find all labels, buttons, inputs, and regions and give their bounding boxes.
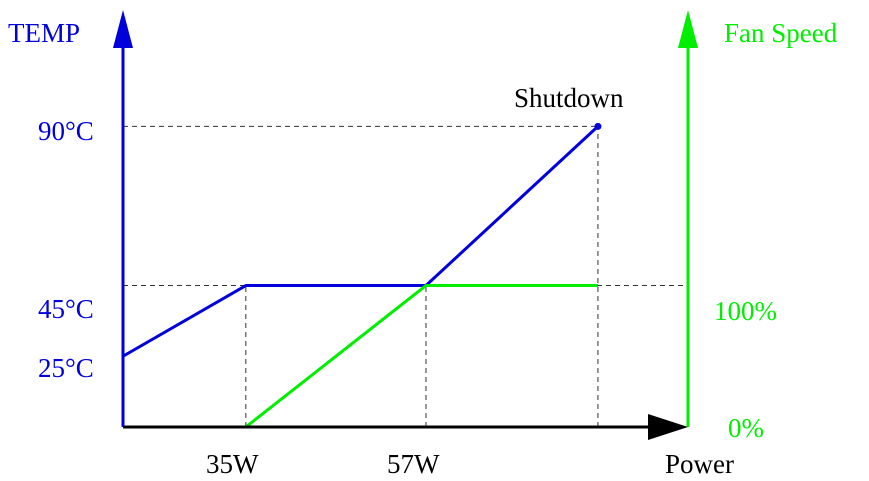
reference-lines	[123, 125, 688, 427]
right-axis-arrowhead	[678, 10, 698, 48]
x-axis-label: Power	[665, 449, 734, 479]
x-axis-arrowhead	[648, 414, 688, 440]
tick-label-100pct: 100%	[714, 296, 777, 326]
tick-label-25c: 25°C	[38, 353, 94, 383]
tick-label-90c: 90°C	[38, 116, 94, 146]
tick-label-57w: 57W	[387, 449, 440, 479]
shutdown-annotation: Shutdown	[514, 83, 624, 113]
temp-point-3	[594, 122, 602, 130]
temp-series-line	[122, 125, 599, 358]
y-left-axis-label: TEMP	[8, 18, 80, 48]
fan-speed-series-line	[244, 284, 598, 429]
y-right-axis-label: Fan Speed	[724, 18, 838, 48]
series-group	[122, 122, 602, 429]
left-axis-arrowhead	[113, 10, 133, 48]
tick-label-45c: 45°C	[38, 294, 94, 324]
tick-label-35w: 35W	[206, 449, 259, 479]
tick-label-0pct: 0%	[728, 413, 764, 443]
